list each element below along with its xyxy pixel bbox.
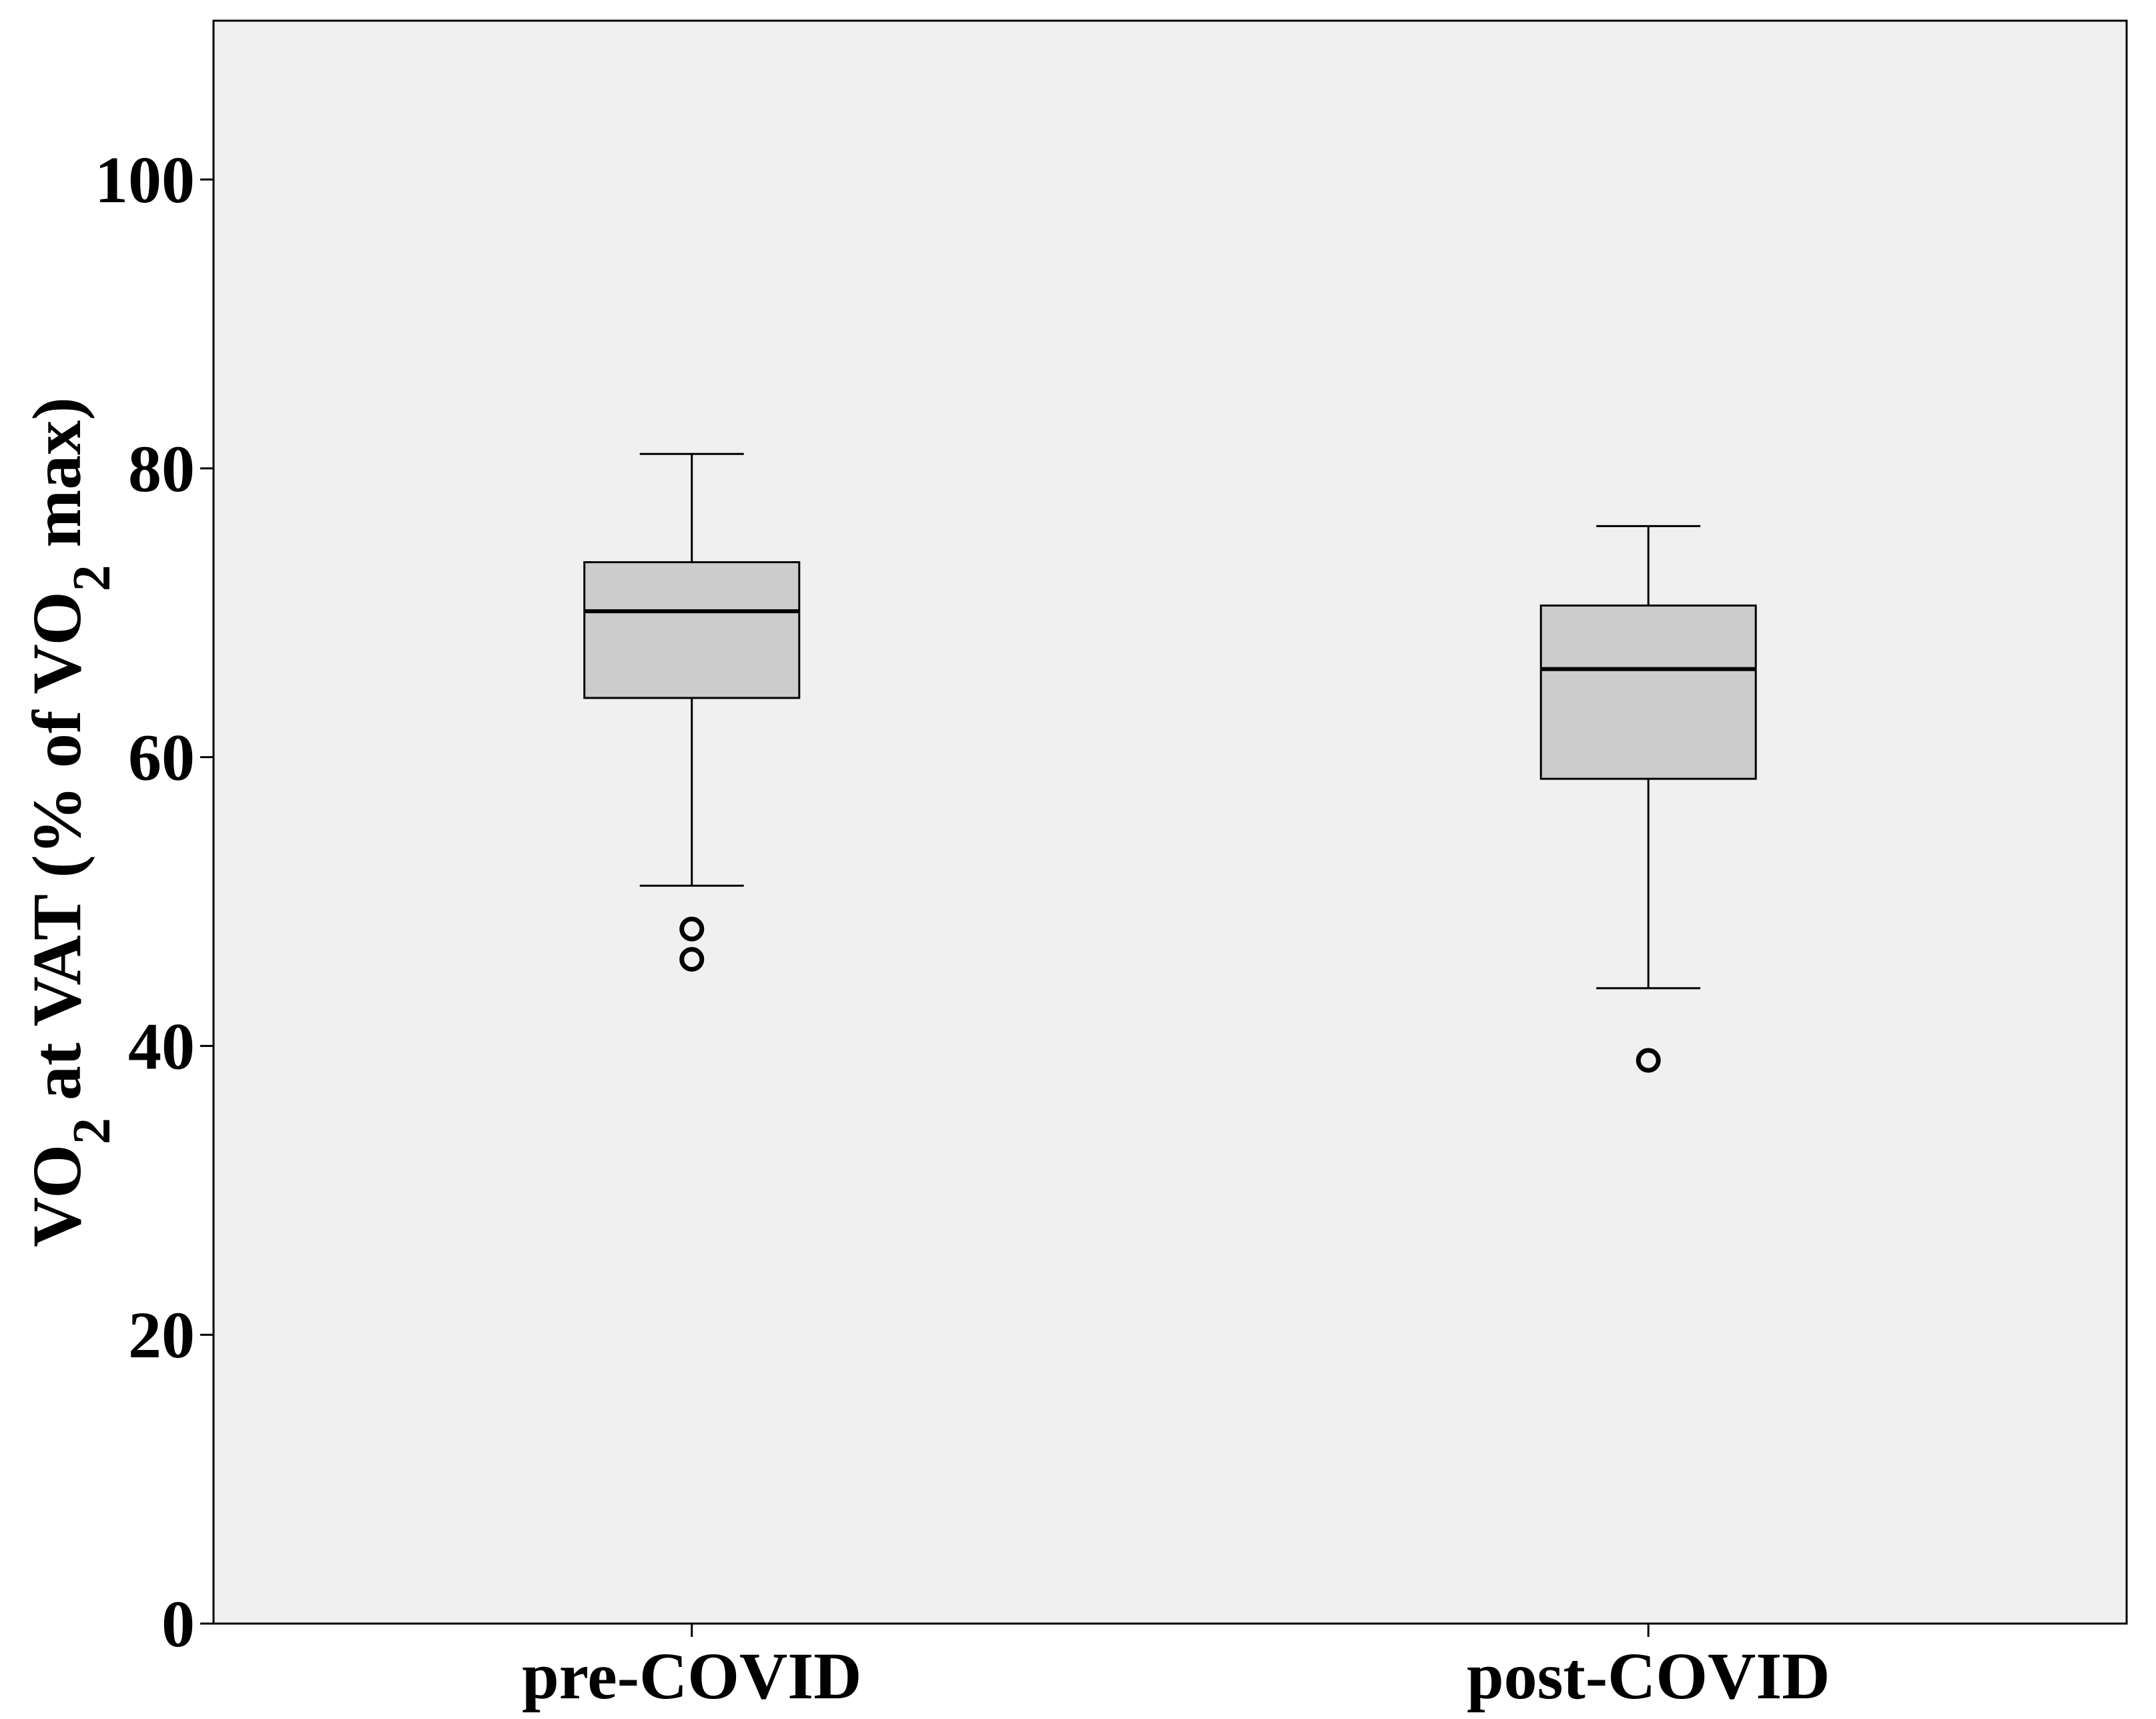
y-tick-label: 60 xyxy=(128,721,195,795)
outlier xyxy=(679,916,705,942)
y-tick-label: 80 xyxy=(128,432,195,506)
x-tick-label: pre-COVID xyxy=(522,1639,861,1713)
outlier xyxy=(679,947,705,972)
y-axis-label: VO2 at VAT (% of VO2 max) xyxy=(19,397,121,1247)
y-axis-label-part: 2 xyxy=(63,1118,121,1144)
plot-area xyxy=(212,19,2128,1625)
outlier xyxy=(1636,1048,1661,1073)
y-tick-label: 40 xyxy=(128,1009,195,1083)
y-tick-label: 0 xyxy=(161,1587,195,1661)
x-tick-label: post-COVID xyxy=(1467,1639,1830,1713)
y-axis-label-part: max) xyxy=(19,397,95,565)
y-axis-label-part: VO xyxy=(19,1144,95,1247)
y-tick-label: 100 xyxy=(95,143,195,217)
box xyxy=(583,561,801,699)
y-axis-label-part: 2 xyxy=(63,565,121,591)
box xyxy=(1539,604,1757,780)
y-axis-label-part: at VAT (% of VO xyxy=(19,591,95,1118)
y-tick-label: 20 xyxy=(128,1298,195,1372)
